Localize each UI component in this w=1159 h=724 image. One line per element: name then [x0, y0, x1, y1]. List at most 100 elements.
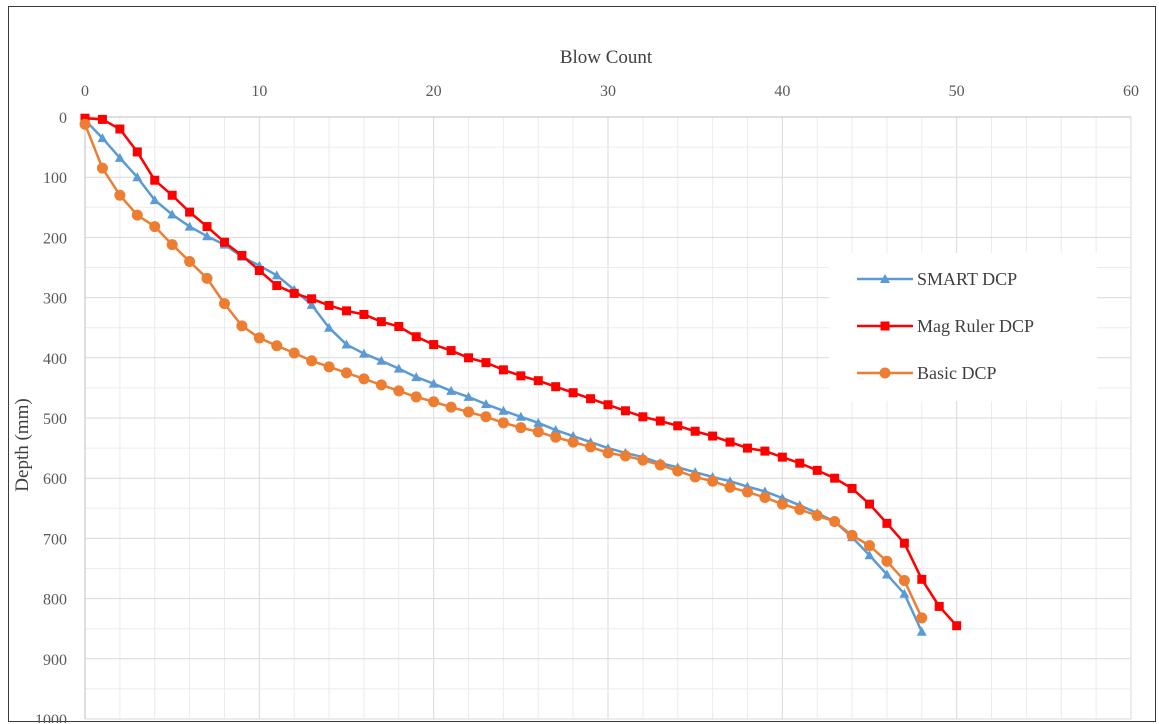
data-point: [97, 114, 107, 124]
data-point: [498, 405, 509, 415]
data-point: [463, 391, 474, 401]
data-point: [429, 340, 439, 350]
data-point: [776, 498, 788, 510]
grid-lines: [84, 116, 1132, 720]
data-point: [829, 516, 841, 528]
data-point: [376, 317, 386, 327]
y-tick-label: 200: [43, 230, 67, 247]
data-point: [725, 437, 735, 447]
data-point: [480, 411, 492, 423]
line-chart: 0 10 20 30 40 50 60010020030040050060070080090…: [12, 47, 1139, 723]
data-point: [394, 321, 404, 331]
data-point: [898, 575, 910, 587]
data-point: [167, 190, 177, 200]
series-layer: [79, 113, 962, 636]
data-point: [219, 237, 229, 247]
data-point: [515, 411, 526, 421]
y-tick-label: 100: [43, 170, 67, 187]
data-point: [811, 510, 823, 522]
data-point: [480, 399, 491, 409]
legend-entry: SMART DCP: [857, 269, 1017, 289]
data-point: [149, 195, 160, 205]
data-point: [167, 209, 178, 219]
data-point: [131, 209, 143, 221]
data-point: [132, 147, 142, 157]
legend-entry: Mag Ruler DCP: [857, 316, 1034, 336]
data-point: [289, 288, 299, 298]
y-tick-label: 1000: [35, 712, 67, 723]
data-point: [673, 421, 683, 431]
data-point: [288, 347, 300, 359]
x-tick-label: 60: [1123, 83, 1139, 100]
data-point: [934, 601, 944, 611]
legend-swatch-marker: [880, 321, 890, 331]
data-point: [551, 382, 561, 392]
y-tick-label: 600: [43, 471, 67, 488]
x-tick-label: 20: [426, 83, 442, 100]
x-axis-title: Blow Count: [560, 47, 653, 68]
data-point: [80, 113, 90, 123]
data-point: [446, 385, 457, 395]
data-point: [114, 189, 126, 201]
data-point: [376, 355, 387, 365]
legend-label: SMART DCP: [917, 269, 1017, 289]
data-point: [864, 540, 875, 552]
data-point: [306, 299, 317, 309]
data-point: [585, 441, 597, 453]
data-point: [114, 152, 125, 162]
data-point: [638, 412, 648, 422]
legend-swatch-marker: [880, 274, 890, 283]
data-point: [830, 473, 840, 483]
data-point: [445, 401, 457, 413]
x-tick-label: 50: [949, 83, 965, 100]
data-point: [812, 465, 822, 475]
data-point: [428, 378, 439, 388]
data-point: [759, 491, 771, 503]
data-point: [375, 379, 387, 391]
data-point: [654, 459, 666, 471]
data-point: [237, 250, 247, 260]
data-point: [881, 555, 893, 567]
data-point: [446, 346, 456, 356]
data-point: [550, 431, 562, 443]
data-point: [690, 426, 700, 436]
y-tick-label: 900: [43, 652, 67, 669]
data-point: [846, 529, 858, 541]
data-point: [341, 339, 352, 349]
data-point: [323, 361, 335, 373]
data-point: [881, 569, 892, 579]
data-point: [184, 255, 196, 267]
data-point: [952, 621, 962, 631]
data-point: [795, 458, 805, 468]
data-point: [236, 320, 248, 332]
data-point: [342, 306, 351, 316]
data-point: [324, 322, 335, 332]
data-point: [411, 332, 421, 342]
data-point: [341, 367, 352, 379]
data-point: [916, 612, 928, 624]
y-tick-label: 300: [43, 291, 67, 308]
data-point: [497, 417, 509, 429]
data-point: [550, 425, 561, 435]
y-tick-label: 400: [43, 351, 67, 368]
legend-label: Mag Ruler DCP: [917, 316, 1034, 336]
data-point: [637, 454, 649, 466]
data-point: [428, 396, 440, 408]
y-tick-label: 800: [43, 592, 67, 609]
x-tick-label: 0: [81, 83, 89, 100]
data-point: [532, 426, 544, 438]
data-point: [463, 406, 475, 418]
data-point: [777, 452, 787, 462]
legend-label: Basic DCP: [917, 363, 997, 383]
data-point: [149, 221, 161, 233]
data-point: [794, 504, 806, 516]
data-point: [184, 221, 195, 231]
data-point: [586, 394, 596, 404]
data-point: [166, 239, 178, 251]
data-point: [358, 373, 370, 385]
x-tick-label: 10: [251, 83, 267, 100]
data-point: [324, 300, 334, 310]
data-point: [254, 266, 264, 276]
data-point: [132, 172, 143, 182]
data-point: [271, 270, 282, 280]
